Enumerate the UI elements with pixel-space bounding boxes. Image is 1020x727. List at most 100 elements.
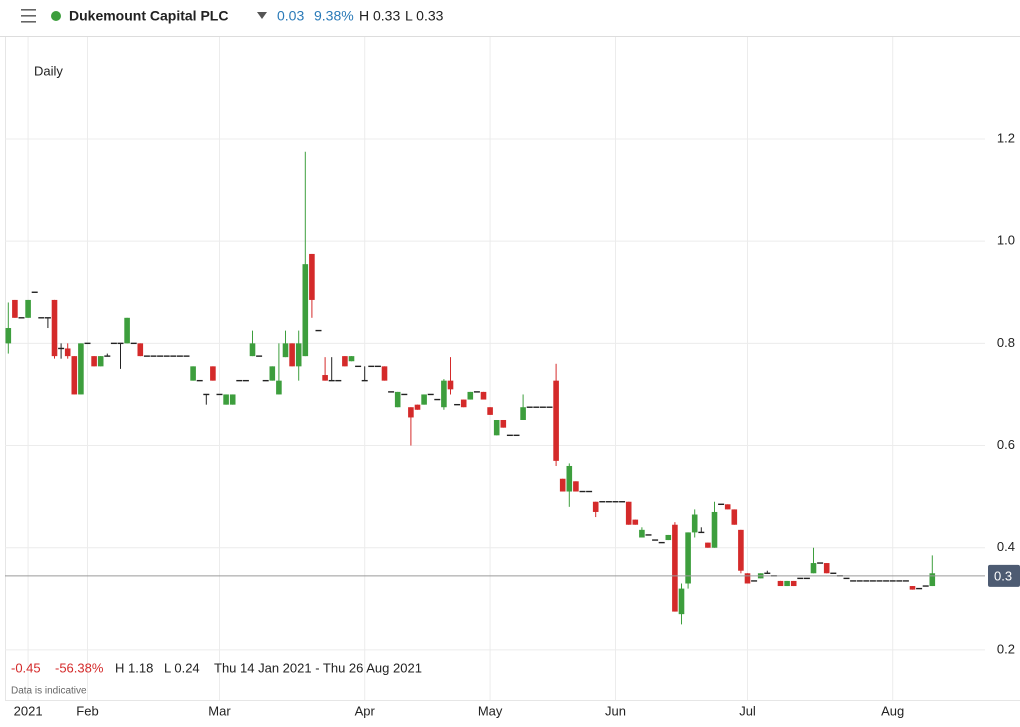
menu-bar [21,9,36,11]
candle-body [929,573,936,587]
candle-body [342,356,348,367]
range-low: L 0.24 [164,660,200,675]
candle-body [705,542,711,548]
candle-body [441,380,447,408]
candle-body [559,478,566,492]
candle-body [309,253,315,300]
candle-body [592,501,599,512]
candle-body [282,343,289,358]
candle-body [394,391,401,408]
candle-body [632,519,639,525]
candle-body [731,509,738,525]
candle-body [678,588,685,615]
candle-body [276,380,282,395]
candle-body [78,343,84,395]
candle-body [790,580,797,587]
candle-body [190,366,196,381]
candle-body [493,419,500,436]
candle-body [573,481,579,492]
header-high: H 0.33 [359,8,400,24]
header-change-pct: 9.38% [314,8,354,24]
interval-label: Daily [34,63,63,78]
range-change-pct: -56.38% [55,660,104,675]
candle-body [553,380,559,461]
candle-body [672,524,678,612]
candle-body [25,299,31,318]
candles [5,151,936,625]
candle-body [711,511,718,548]
candle-body [124,317,130,344]
candle-body [447,380,454,390]
candle-body [210,366,216,381]
current-price-box [988,564,1020,587]
candle-body [51,299,58,357]
range-change: -0.45 [11,660,41,675]
candle-body [823,563,830,574]
status-dot [51,11,61,21]
y-tick-label: 0.8 [997,335,1015,350]
x-tick-label: Jun [605,703,626,718]
x-tick-label: May [478,703,503,718]
candle-body [64,348,71,357]
candle-body [421,394,427,405]
current-price-label: 0.3 [994,568,1012,583]
candle-body [500,419,507,428]
candle-body [810,563,817,574]
candle-body [5,328,12,344]
candle-body [777,580,784,587]
candle-body [460,399,467,408]
instrument-name[interactable]: Dukemount Capital PLC [69,8,228,24]
candle-body [223,394,229,405]
y-tick-label: 0.2 [997,641,1015,656]
candle-body [12,299,18,318]
candle-body [685,532,691,584]
header-low: L 0.33 [405,8,444,24]
candle-body [322,375,328,381]
candle-body [414,404,421,410]
y-tick-label: 0.4 [997,539,1015,554]
candle-body [744,573,751,584]
candle-body [381,366,388,381]
header-change: 0.03 [277,8,304,24]
menu-icon[interactable] [21,9,36,23]
candle-body [295,343,302,367]
candle-body [738,529,744,571]
menu-bar [21,21,36,23]
candle-body [639,529,645,538]
dropdown-arrow[interactable] [257,12,267,19]
candle-body [137,343,144,357]
candle-body [249,343,256,357]
menu-bar [21,15,36,17]
x-tick-label: 2021 [14,703,43,718]
candle-body [269,366,276,381]
candle-body [520,407,526,420]
candle-body [784,580,790,587]
candle-body [229,394,236,405]
x-tick-label: Mar [208,703,231,718]
candle-body [487,407,493,415]
candle-body [408,407,414,418]
date-range: Thu 14 Jan 2021 - Thu 26 Aug 2021 [214,660,422,675]
y-tick-label: 0.6 [997,437,1015,452]
candle-body [348,356,355,362]
candle-body [691,514,698,533]
candle-body [480,391,487,400]
x-tick-label: Jul [739,703,756,718]
candle-body [665,534,672,541]
candle-body [91,356,97,367]
candle-body [467,391,474,400]
x-tick-label: Aug [881,703,904,718]
y-tick-label: 1.0 [997,233,1015,248]
candle-body [566,465,573,492]
range-high: H 1.18 [115,660,153,675]
candle-body [302,264,309,357]
x-tick-label: Apr [355,703,376,718]
grid [5,37,985,700]
candle-body [97,356,104,367]
candle-body [71,356,78,395]
candle-body [625,501,632,525]
candle-body [909,586,916,590]
candle-body [724,504,731,510]
